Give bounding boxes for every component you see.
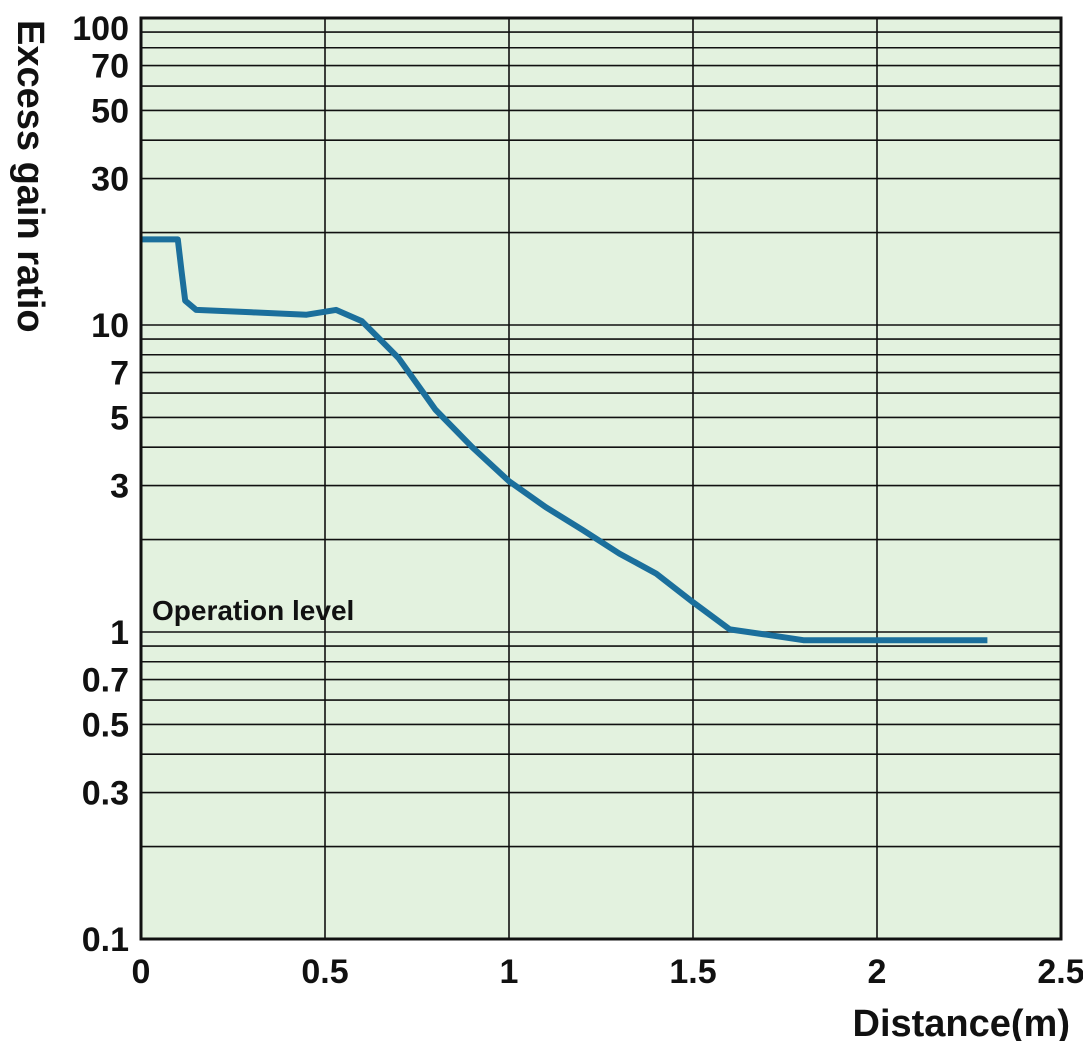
y-axis-title: Excess gain ratio [9,20,51,333]
x-tick-label: 0 [132,953,151,991]
series-group [141,236,988,644]
y-tick-label: 0.5 [82,706,129,744]
y-tick-label: 70 [91,48,129,86]
y-tick-label: 0.3 [82,775,129,813]
y-tick-label: 50 [91,92,129,130]
excess-gain-curve [141,236,988,644]
plot-area [141,18,1061,939]
plot-frame [139,16,1063,941]
y-tick-label: 100 [72,10,129,48]
x-tick-label: 0.5 [301,953,348,991]
x-tick-labels: 0 0.5 1 1.5 2 2.5 [132,953,1083,991]
x-tick-label: 2.5 [1037,953,1083,991]
x-axis-title: Distance(m) [853,1003,1071,1041]
horizontal-gridlines [141,31,1061,848]
x-tick-label: 2 [868,953,887,991]
y-tick-label: 10 [91,307,129,345]
y-tick-label: 0.7 [82,662,129,700]
y-tick-label: 30 [91,161,129,199]
operation-level-annotation: Operation level [152,595,354,626]
x-tick-label: 1.5 [669,953,716,991]
y-tick-label: 1 [110,614,129,652]
x-tick-label: 1 [500,953,519,991]
y-tick-label: 5 [110,399,129,437]
y-tick-label: 7 [110,355,129,393]
y-tick-label: 0.1 [82,921,129,959]
y-tick-label: 3 [110,468,129,506]
